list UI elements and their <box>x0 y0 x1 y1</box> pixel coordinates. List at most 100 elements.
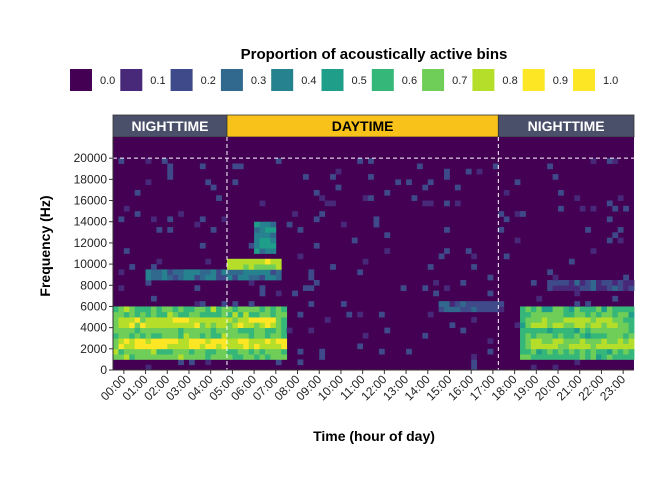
period-bands: NIGHTTIME DAYTIME NIGHTTIME <box>112 114 635 138</box>
heatmap-cell <box>558 348 564 355</box>
heatmap-cell <box>199 348 206 355</box>
heatmap-cell <box>525 322 532 329</box>
heatmap-cell <box>237 343 244 350</box>
heatmap-cell <box>270 354 277 360</box>
heatmap-cell <box>259 232 266 239</box>
heatmap-cell <box>427 200 434 207</box>
heatmap-cell <box>243 306 250 313</box>
heatmap-cell <box>232 163 239 170</box>
heatmap-cell <box>259 285 266 291</box>
heatmap-cell <box>520 322 526 329</box>
heatmap-cell <box>150 348 157 355</box>
heatmap-cell <box>205 332 212 339</box>
heatmap-cell <box>118 322 125 329</box>
heatmap-cell <box>118 332 125 339</box>
heatmap-cell <box>205 311 212 318</box>
heatmap-cell <box>248 348 255 355</box>
heatmap-cell <box>232 332 239 339</box>
heatmap-cell <box>357 343 364 350</box>
heatmap-cell <box>259 258 266 265</box>
heatmap-cell <box>226 354 233 360</box>
heatmap-cell <box>221 301 228 307</box>
heatmap-cell <box>530 279 537 286</box>
heatmap-cell <box>254 242 260 249</box>
heatmap-cell <box>172 343 179 350</box>
heatmap-cell <box>541 317 548 323</box>
heatmap-cell <box>237 264 244 270</box>
heatmap-cell <box>205 179 212 186</box>
heatmap-cell <box>275 343 282 350</box>
heatmap-cell <box>628 354 635 360</box>
heatmap-cell <box>427 311 434 318</box>
heatmap-cell <box>585 332 591 339</box>
heatmap-cell <box>579 332 586 339</box>
heatmap-cell <box>259 317 266 323</box>
heatmap-cell <box>237 332 244 339</box>
heatmap-cell <box>210 322 217 329</box>
heatmap-cell <box>585 327 591 334</box>
heatmap-cell <box>259 290 266 297</box>
heatmap-cell <box>606 327 613 334</box>
heatmap-cell <box>460 279 467 286</box>
heatmap-cell <box>167 338 174 344</box>
heatmap-cell <box>226 258 233 265</box>
heatmap-cell <box>188 274 195 281</box>
heatmap-cell <box>156 274 163 281</box>
heatmap-cell <box>248 279 255 286</box>
heatmap-cell <box>612 306 619 313</box>
heatmap-cell <box>275 327 282 334</box>
heatmap-cell <box>275 311 282 318</box>
heatmap-cell <box>221 216 228 223</box>
heatmap-cell <box>150 354 157 360</box>
heatmap-cell <box>183 354 190 360</box>
heatmap-cell <box>232 301 239 307</box>
heatmap-cell <box>552 285 559 291</box>
heatmap-cell <box>210 311 217 318</box>
heatmap-cell <box>156 306 163 313</box>
heatmap-cell <box>628 317 635 323</box>
heatmap-cell <box>237 327 244 334</box>
heatmap-cell <box>118 216 125 223</box>
heatmap-cell <box>134 338 141 344</box>
heatmap-cell <box>563 354 570 360</box>
heatmap-cell <box>579 311 586 318</box>
heatmap-cell <box>503 216 510 223</box>
heatmap-cell <box>226 332 233 339</box>
heatmap-cell <box>520 327 526 334</box>
heatmap-cell <box>530 327 537 334</box>
heatmap-cell <box>140 338 146 344</box>
heatmap-cell <box>221 311 228 318</box>
heatmap-cell <box>324 317 331 323</box>
heatmap-cell <box>612 332 619 339</box>
heatmap-cell <box>145 327 152 334</box>
heatmap-cell <box>254 232 260 239</box>
heatmap-cell <box>118 311 125 318</box>
heatmap-cell <box>259 322 266 329</box>
heatmap-cell <box>378 311 385 318</box>
heatmap-cell <box>606 354 613 360</box>
heatmap-cell <box>199 332 206 339</box>
heatmap-cell <box>210 274 217 281</box>
heatmap-cell <box>270 327 277 334</box>
heatmap-cell <box>612 338 619 344</box>
heatmap-cell <box>259 221 266 228</box>
heatmap-cell <box>487 338 494 344</box>
heatmap-cells <box>113 137 635 371</box>
heatmap-cell <box>606 317 613 323</box>
heatmap-cell <box>243 317 250 323</box>
heatmap-cell <box>178 348 184 355</box>
heatmap-cell <box>156 348 163 355</box>
heatmap-cell <box>123 348 130 355</box>
heatmap-cell <box>536 348 543 355</box>
heatmap-cell <box>237 348 244 355</box>
heatmap-cell <box>568 338 575 344</box>
heatmap-cell <box>150 216 157 223</box>
x-axis-title: Time (hour of day) <box>313 428 435 444</box>
heatmap-cell <box>210 354 217 360</box>
heatmap-cell <box>156 258 163 265</box>
heatmap-cell <box>205 274 212 281</box>
heatmap-cell <box>362 195 369 201</box>
heatmap-cell <box>590 332 597 339</box>
heatmap-cell <box>558 189 564 196</box>
heatmap-cell <box>221 327 228 334</box>
